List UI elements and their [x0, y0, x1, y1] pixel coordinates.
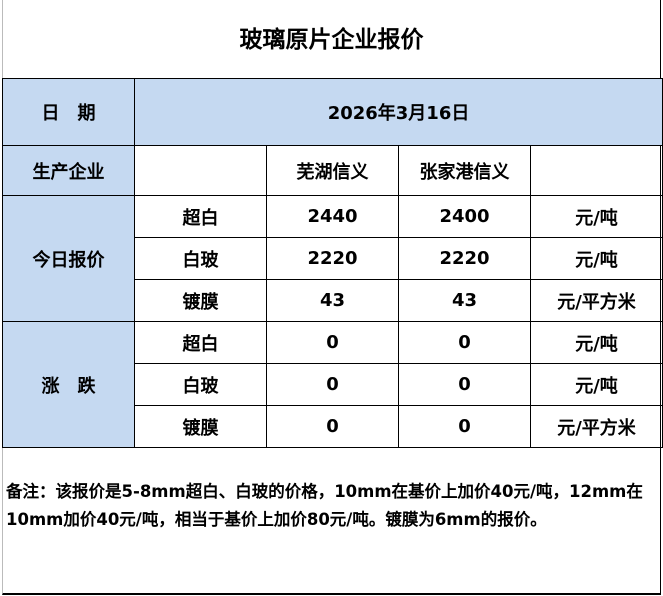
note-text: 备注：该报价是5-8mm超白、白玻的价格，10mm在基价上加价40元/吨，12m… [6, 482, 643, 529]
price-value: 0 [266, 405, 399, 448]
product-name: 镀膜 [134, 279, 267, 322]
product-name: 超白 [134, 195, 267, 238]
company-name: 芜湖信义 [266, 145, 399, 196]
price-value: 0 [266, 321, 399, 364]
date-label: 日 期 [2, 78, 135, 146]
price-value: 0 [266, 363, 399, 406]
price-value: 43 [266, 279, 399, 322]
date-value: 2026年3月16日 [133, 78, 663, 146]
group-label: 涨 跌 [2, 321, 135, 448]
company-name: 张家港信义 [398, 145, 531, 196]
unit: 元/吨 [529, 237, 663, 280]
price-row: 白玻 0 0 元/吨 [3, 363, 663, 406]
price-value: 0 [398, 321, 531, 364]
price-row: 涨 跌超白 0 0 元/吨 [2, 321, 663, 448]
price-value: 2220 [398, 237, 531, 280]
company-label: 生产企业 [2, 145, 135, 196]
product-name: 镀膜 [134, 405, 267, 448]
product-name: 白玻 [134, 363, 267, 406]
group-label: 今日报价 [2, 195, 135, 322]
price-value: 2220 [266, 237, 399, 280]
unit: 元/吨 [529, 363, 663, 406]
price-value: 0 [398, 405, 531, 448]
date-row: 日 期 2026年3月16日 [2, 78, 663, 146]
unit: 元/吨 [529, 321, 663, 364]
price-row: 今日报价 超白 2440 2400 元/吨 [2, 195, 663, 322]
unit: 元/平方米 [529, 405, 663, 448]
product-name: 白玻 [134, 237, 267, 280]
empty-cell [134, 145, 267, 196]
price-value: 2440 [266, 195, 399, 238]
price-table: 日 期 2026年3月16日 生产企业 芜湖信义 张家港信义 今日报价 超白 244… [2, 78, 663, 448]
unit: 元/吨 [529, 195, 663, 238]
page-title: 玻璃原片企业报价 [239, 27, 424, 53]
empty-cell [529, 145, 663, 196]
price-value: 0 [398, 363, 531, 406]
company-row: 生产企业 芜湖信义 张家港信义 [2, 145, 663, 196]
price-row: 镀膜 0 0 元/平方米 [3, 405, 663, 448]
price-value: 43 [398, 279, 531, 322]
unit: 元/平方米 [529, 279, 663, 322]
price-value: 2400 [398, 195, 531, 238]
product-name: 超白 [134, 321, 267, 364]
